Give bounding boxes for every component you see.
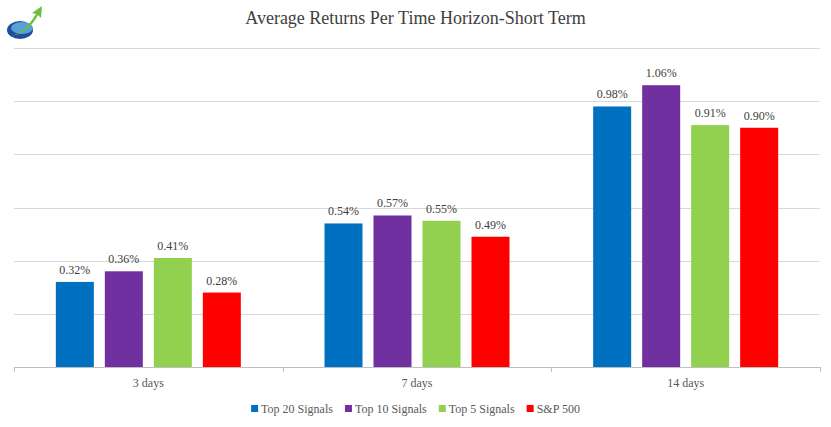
category-separator — [14, 367, 15, 372]
data-label: 0.28% — [206, 274, 237, 288]
x-tick-label: 7 days — [402, 376, 433, 390]
bar — [691, 125, 729, 367]
data-label: 0.55% — [426, 202, 457, 216]
data-label: 0.32% — [59, 263, 90, 277]
category-separator — [820, 367, 821, 372]
chart-root: 0.32% 0.54% 0.98% 0.36% 0.57% 1.06% 0.41% 0.55%… — [0, 0, 831, 427]
legend-swatch — [345, 405, 352, 412]
x-axis-line — [14, 367, 820, 368]
legend-label: Top 5 Signals — [449, 402, 515, 416]
legend-label: S&P 500 — [537, 402, 580, 416]
legend-item: S&P 500 — [527, 402, 580, 416]
grid-line — [14, 48, 820, 49]
title: Average Returns Per Time Horizon-Short T… — [245, 8, 586, 28]
grid-line — [14, 101, 820, 102]
background — [0, 0, 831, 427]
legend-swatch — [251, 405, 258, 412]
bar — [374, 215, 412, 367]
data-label: 0.57% — [377, 196, 408, 210]
data-labels: 0.32% 0.54% 0.98% 0.36% 0.57% 1.06% 0.41% 0.55%… — [59, 66, 774, 287]
bars — [56, 85, 778, 367]
category-separator — [283, 367, 284, 372]
logo — [7, 6, 42, 39]
data-label: 0.49% — [475, 218, 506, 232]
data-label: 0.90% — [744, 109, 775, 123]
bar — [154, 258, 192, 367]
bar — [472, 237, 510, 367]
category-separator — [551, 367, 552, 372]
bar — [423, 221, 461, 367]
chart-svg: 0.32% 0.54% 0.98% 0.36% 0.57% 1.06% 0.41% 0.55%… — [0, 0, 831, 427]
bar — [203, 293, 241, 367]
legend: Top 20 Signals Top 10 Signals Top 5 Signal… — [251, 402, 580, 416]
x-tick-labels: 3 days 7 days 14 days — [133, 376, 705, 390]
bar — [56, 282, 94, 367]
data-label: 1.06% — [646, 66, 677, 80]
bar — [593, 106, 631, 367]
data-label: 0.91% — [695, 106, 726, 120]
legend-label: Top 10 Signals — [355, 402, 427, 416]
legend-item: Top 10 Signals — [345, 402, 427, 416]
bar — [105, 271, 143, 367]
bar — [740, 128, 778, 367]
data-label: 0.98% — [597, 87, 628, 101]
data-label: 0.41% — [157, 239, 188, 253]
legend-item: Top 20 Signals — [251, 402, 333, 416]
x-tick-label: 14 days — [667, 376, 704, 390]
legend-label: Top 20 Signals — [261, 402, 333, 416]
x-axis-line — [14, 367, 820, 368]
legend-swatch — [527, 405, 534, 412]
legend-item: Top 5 Signals — [439, 402, 515, 416]
logo-swirl — [7, 21, 33, 39]
bar — [642, 85, 680, 367]
data-label: 0.54% — [328, 204, 359, 218]
legend-swatch — [439, 405, 446, 412]
bar — [325, 223, 363, 367]
logo-arrow — [10, 6, 42, 36]
x-tick-label: 3 days — [133, 376, 164, 390]
data-label: 0.36% — [108, 252, 139, 266]
grid — [14, 49, 821, 373]
